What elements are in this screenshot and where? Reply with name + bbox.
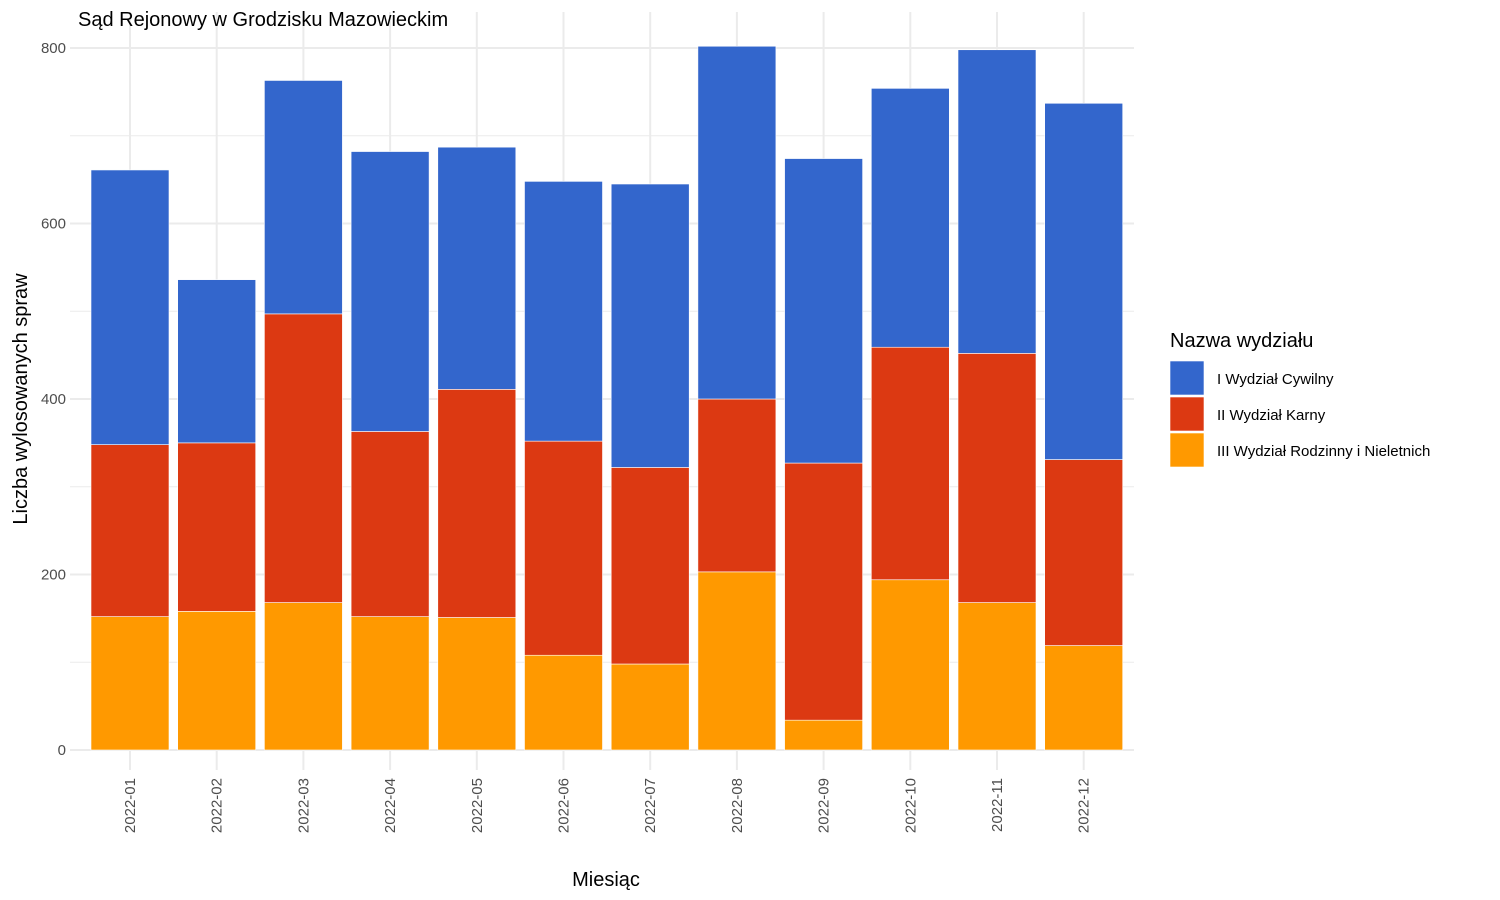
bar-segment xyxy=(784,719,863,751)
legend-label: I Wydział Cywilny xyxy=(1217,371,1334,388)
legend-label: II Wydział Karny xyxy=(1217,407,1326,424)
bar-segment xyxy=(610,663,690,751)
bar-segment xyxy=(437,389,517,618)
legend: Nazwa wydziału I Wydział Cywilny II Wydzi… xyxy=(1169,330,1430,468)
bar-segment xyxy=(90,616,170,751)
y-tick-label: 200 xyxy=(41,567,66,584)
x-axis-title: Miesiąc xyxy=(572,869,640,891)
x-tick-label: 2022-11 xyxy=(989,778,1006,832)
bar-segment xyxy=(524,181,603,442)
bar-segment xyxy=(957,353,1037,603)
x-tick-label: 2022-07 xyxy=(642,778,659,833)
bar-segment xyxy=(177,279,256,444)
x-tick-label: 2022-10 xyxy=(902,778,919,833)
y-tick-label: 0 xyxy=(58,742,66,759)
bar-segment xyxy=(784,158,863,464)
bar-segment xyxy=(1044,459,1123,646)
bar-segment xyxy=(90,444,170,617)
legend-swatch xyxy=(1169,432,1205,468)
x-tick-label: 2022-05 xyxy=(469,778,486,833)
bar-segment xyxy=(437,146,517,390)
x-tick-label: 2022-02 xyxy=(209,778,226,833)
bar-segment xyxy=(870,579,950,751)
x-tick-label: 2022-04 xyxy=(382,778,399,833)
bar-segment xyxy=(350,616,430,751)
y-axis-title: Liczba wylosowanych spraw xyxy=(10,273,32,525)
bar-segment xyxy=(264,80,343,315)
bar-segment xyxy=(697,45,777,400)
y-tick-label: 600 xyxy=(41,216,66,233)
bar-segment xyxy=(870,346,950,581)
bar-segment xyxy=(870,88,950,348)
x-tick-label: 2022-03 xyxy=(295,778,312,833)
bar-segment xyxy=(177,611,256,751)
bar-segment xyxy=(524,654,603,751)
x-tick-label: 2022-08 xyxy=(729,778,746,833)
bar-segment xyxy=(697,398,777,573)
bar-segment xyxy=(610,467,690,665)
x-axis-ticks: 2022-01 2022-02 2022-03 2022-04 2022-05 2022-… xyxy=(122,778,1093,833)
y-tick-label: 400 xyxy=(41,391,66,408)
bar-segment xyxy=(1044,102,1123,460)
legend-label: III Wydział Rodzinny i Nieletnich xyxy=(1217,443,1430,460)
y-tick-label: 800 xyxy=(41,40,66,57)
bar-segment xyxy=(1044,645,1123,751)
x-tick-label: 2022-01 xyxy=(122,778,139,833)
legend-swatch xyxy=(1169,360,1205,396)
bar-segment xyxy=(90,169,170,445)
chart-title: Sąd Rejonowy w Grodzisku Mazowieckim xyxy=(78,9,448,31)
bar-segment xyxy=(957,49,1037,354)
bar-segment xyxy=(524,440,603,656)
bars xyxy=(90,45,1123,751)
x-tick-label: 2022-06 xyxy=(556,778,573,833)
bar-segment xyxy=(350,431,430,617)
legend-items: I Wydział Cywilny II Wydział Karny III Wyd… xyxy=(1169,360,1430,468)
bar-segment xyxy=(264,602,343,751)
bar-segment xyxy=(697,571,777,751)
bar-segment xyxy=(264,313,343,603)
bar-segment xyxy=(437,617,517,751)
bar-segment xyxy=(177,442,256,612)
bar-segment xyxy=(784,462,863,721)
x-tick-label: 2022-09 xyxy=(816,778,833,833)
legend-swatch xyxy=(1169,396,1205,432)
x-tick-label: 2022-12 xyxy=(1076,778,1093,833)
legend-title: Nazwa wydziału xyxy=(1170,330,1313,352)
y-axis-ticks: 0 200 400 600 800 xyxy=(41,40,66,759)
bar-segment xyxy=(610,183,690,468)
bar-segment xyxy=(350,151,430,432)
bar-segment xyxy=(957,602,1037,751)
